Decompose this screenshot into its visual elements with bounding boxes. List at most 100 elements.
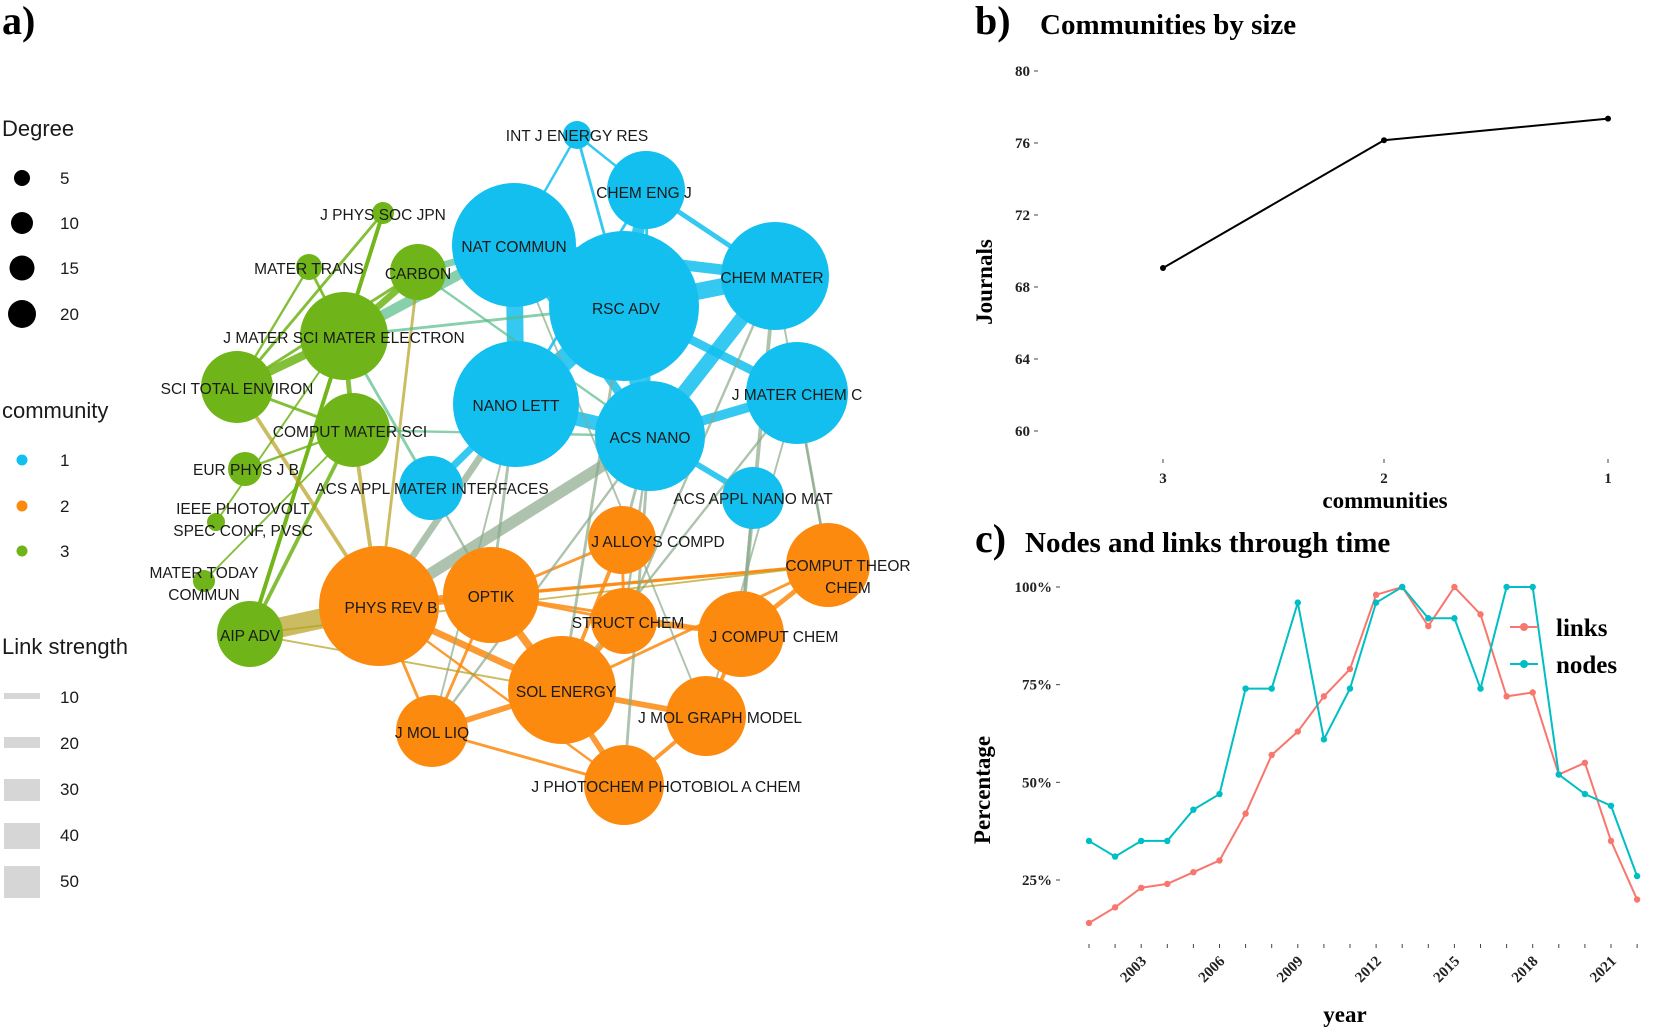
node-acs-appl-mater-interfaces bbox=[399, 456, 463, 520]
node-sol-energy bbox=[508, 636, 616, 744]
panel-c-point-nodes-2015 bbox=[1451, 615, 1458, 622]
node-j-mater-chem-c bbox=[746, 342, 848, 444]
community-legend: community 1 2 3 bbox=[2, 398, 108, 561]
panel-c-point-links-2020 bbox=[1581, 759, 1589, 766]
node-j-alloys-compd bbox=[588, 506, 656, 574]
panel-c-point-links-2005 bbox=[1190, 868, 1197, 876]
community-legend-dot-2 bbox=[16, 500, 28, 512]
panel-b-x-axis-title: communities bbox=[1322, 488, 1447, 513]
panel-c-point-nodes-2018 bbox=[1529, 583, 1536, 591]
panel-b-x-tick-3: 3 bbox=[1159, 471, 1167, 487]
panel-c-x-tick-2003: 2003 bbox=[1118, 954, 1151, 987]
node-label-nat-commun: NAT COMMUN bbox=[461, 239, 566, 256]
panel-b-x-tick-2: 2 bbox=[1380, 471, 1388, 487]
node-label-j-photochem-photobiol-a-chem: J PHOTOCHEM PHOTOBIOL A CHEM bbox=[531, 779, 800, 796]
panel-c-point-nodes-2003 bbox=[1138, 837, 1145, 845]
node-label-carbon: CARBON bbox=[385, 266, 451, 283]
degree-legend-value-5: 5 bbox=[60, 169, 69, 188]
link-legend-value-10: 10 bbox=[60, 688, 79, 707]
panel-c-point-links-2011 bbox=[1346, 665, 1354, 673]
node-nat-commun bbox=[452, 183, 576, 307]
panel-c-x-tick-2006: 2006 bbox=[1196, 953, 1229, 986]
node-eur-phys-j-b bbox=[228, 452, 262, 486]
link-legend-swatch-10 bbox=[4, 693, 40, 699]
node-label-int-j-energy-res: INT J ENERGY RES bbox=[506, 128, 648, 145]
panel-c-point-nodes-2002 bbox=[1111, 853, 1119, 860]
panel-c-point-nodes-2021 bbox=[1607, 802, 1615, 809]
panel-b-title: Communities by size bbox=[1040, 9, 1296, 41]
node-label-j-mater-chem-c: J MATER CHEM C bbox=[732, 387, 863, 404]
edge-j-phys-soc-jpn--sci-total-environ bbox=[235, 212, 385, 388]
degree-legend-title: Degree bbox=[2, 116, 74, 141]
node-label-ieee-photovolt-spec-conf-pvsc: IEEE PHOTOVOLT SPEC CONF, PVSC bbox=[173, 501, 313, 540]
panel-b-y-ticks: 60 64 68 72 76 80 bbox=[1015, 64, 1038, 440]
link-legend-swatch-40 bbox=[4, 823, 40, 849]
node-label-comput-theor-chem: COMPUT THEOR CHEM bbox=[785, 558, 910, 597]
panel-c-x-ticks: 2003 2006 2009 2012 2015 2018 2021 bbox=[1088, 944, 1638, 987]
panel-b-y-tick-60: 60 bbox=[1015, 424, 1030, 440]
node-mater-today-commun bbox=[193, 570, 215, 592]
panel-c-point-nodes-2017 bbox=[1503, 583, 1510, 591]
node-j-photochem-photobiol-a-chem bbox=[584, 745, 664, 825]
panel-c-x-tick-2012: 2012 bbox=[1352, 954, 1385, 987]
network-labels: INT J ENERGY RES CHEM ENG J NAT COMMUN RSC … bbox=[149, 128, 910, 796]
legend-links-dot bbox=[1520, 623, 1528, 631]
panel-c-point-nodes-2010 bbox=[1320, 736, 1328, 743]
panel-c-point-links-2017 bbox=[1503, 693, 1510, 700]
degree-legend-value-20: 20 bbox=[60, 305, 79, 324]
node-label-acs-appl-nano-mat: ACS APPL NANO MAT bbox=[673, 491, 833, 508]
edge-aip-adv--j-mater-sci-mater-electron bbox=[248, 335, 346, 635]
panel-c-legend: links nodes bbox=[1510, 615, 1617, 679]
link-legend-value-20: 20 bbox=[60, 734, 79, 753]
panel-c-y-tick-100: 100% bbox=[1015, 580, 1053, 596]
node-chem-eng-j bbox=[607, 151, 685, 229]
node-label-j-mater-sci-mater-electron: J MATER SCI MATER ELECTRON bbox=[223, 330, 464, 347]
panel-c-line-nodes bbox=[1088, 585, 1639, 877]
panel-c-point-nodes-2020 bbox=[1581, 790, 1589, 798]
node-label-j-mol-liq: J MOL LIQ bbox=[395, 725, 469, 742]
node-chem-mater bbox=[721, 222, 829, 330]
node-label-chem-eng-j: CHEM ENG J bbox=[596, 185, 692, 202]
node-comput-theor-chem bbox=[786, 523, 870, 607]
link-strength-legend-title: Link strength bbox=[2, 634, 128, 659]
panel-c-point-links-2016 bbox=[1477, 611, 1484, 618]
degree-legend-value-10: 10 bbox=[60, 214, 79, 233]
node-label-j-mol-graph-model: J MOL GRAPH MODEL bbox=[638, 710, 802, 727]
node-mater-trans bbox=[296, 254, 322, 280]
panel-c-point-links-2009 bbox=[1294, 728, 1302, 735]
node-label-nano-lett: NANO LETT bbox=[473, 398, 561, 415]
degree-legend-dot-10 bbox=[11, 212, 33, 234]
node-j-phys-soc-jpn bbox=[372, 202, 394, 224]
panel-c-x-tick-2015: 2015 bbox=[1431, 954, 1464, 987]
community-legend-title: community bbox=[2, 398, 108, 423]
legend-nodes-label: nodes bbox=[1556, 652, 1617, 679]
node-label-rsc-adv: RSC ADV bbox=[592, 301, 661, 318]
panel-c-point-links-2001 bbox=[1085, 919, 1093, 927]
node-label-struct-chem: STRUCT CHEM bbox=[572, 615, 685, 632]
panel-c-point-links-2018 bbox=[1529, 689, 1536, 696]
panel-b-y-tick-80: 80 bbox=[1015, 64, 1030, 80]
node-phys-rev-b bbox=[319, 546, 439, 666]
node-acs-nano bbox=[595, 381, 705, 491]
panel-c-point-links-2006 bbox=[1216, 857, 1223, 864]
panel-c-point-links-2003 bbox=[1138, 884, 1145, 892]
legend-nodes-dot bbox=[1520, 660, 1528, 668]
panel-c-point-links-2010 bbox=[1320, 693, 1328, 700]
node-j-mol-graph-model bbox=[666, 676, 746, 756]
node-j-comput-chem bbox=[698, 591, 784, 677]
panel-b-plot-area bbox=[1160, 115, 1611, 271]
panel-c-x-tick-2018: 2018 bbox=[1509, 954, 1542, 987]
community-legend-dot-1 bbox=[16, 454, 28, 466]
panel-b-letter: b) bbox=[975, 0, 1011, 43]
edge-aip-adv--comput-mater-sci bbox=[248, 429, 355, 635]
link-legend-value-30: 30 bbox=[60, 780, 79, 799]
panel-b-y-tick-72: 72 bbox=[1015, 208, 1030, 224]
panel-c-letter: c) bbox=[975, 516, 1006, 561]
node-label-acs-appl-mater-interfaces: ACS APPL MATER INTERFACES bbox=[315, 481, 548, 498]
node-label-j-comput-chem: J COMPUT CHEM bbox=[710, 629, 839, 646]
node-int-j-energy-res bbox=[563, 121, 591, 149]
community-legend-value-2: 2 bbox=[60, 497, 69, 516]
node-optik bbox=[443, 547, 539, 643]
